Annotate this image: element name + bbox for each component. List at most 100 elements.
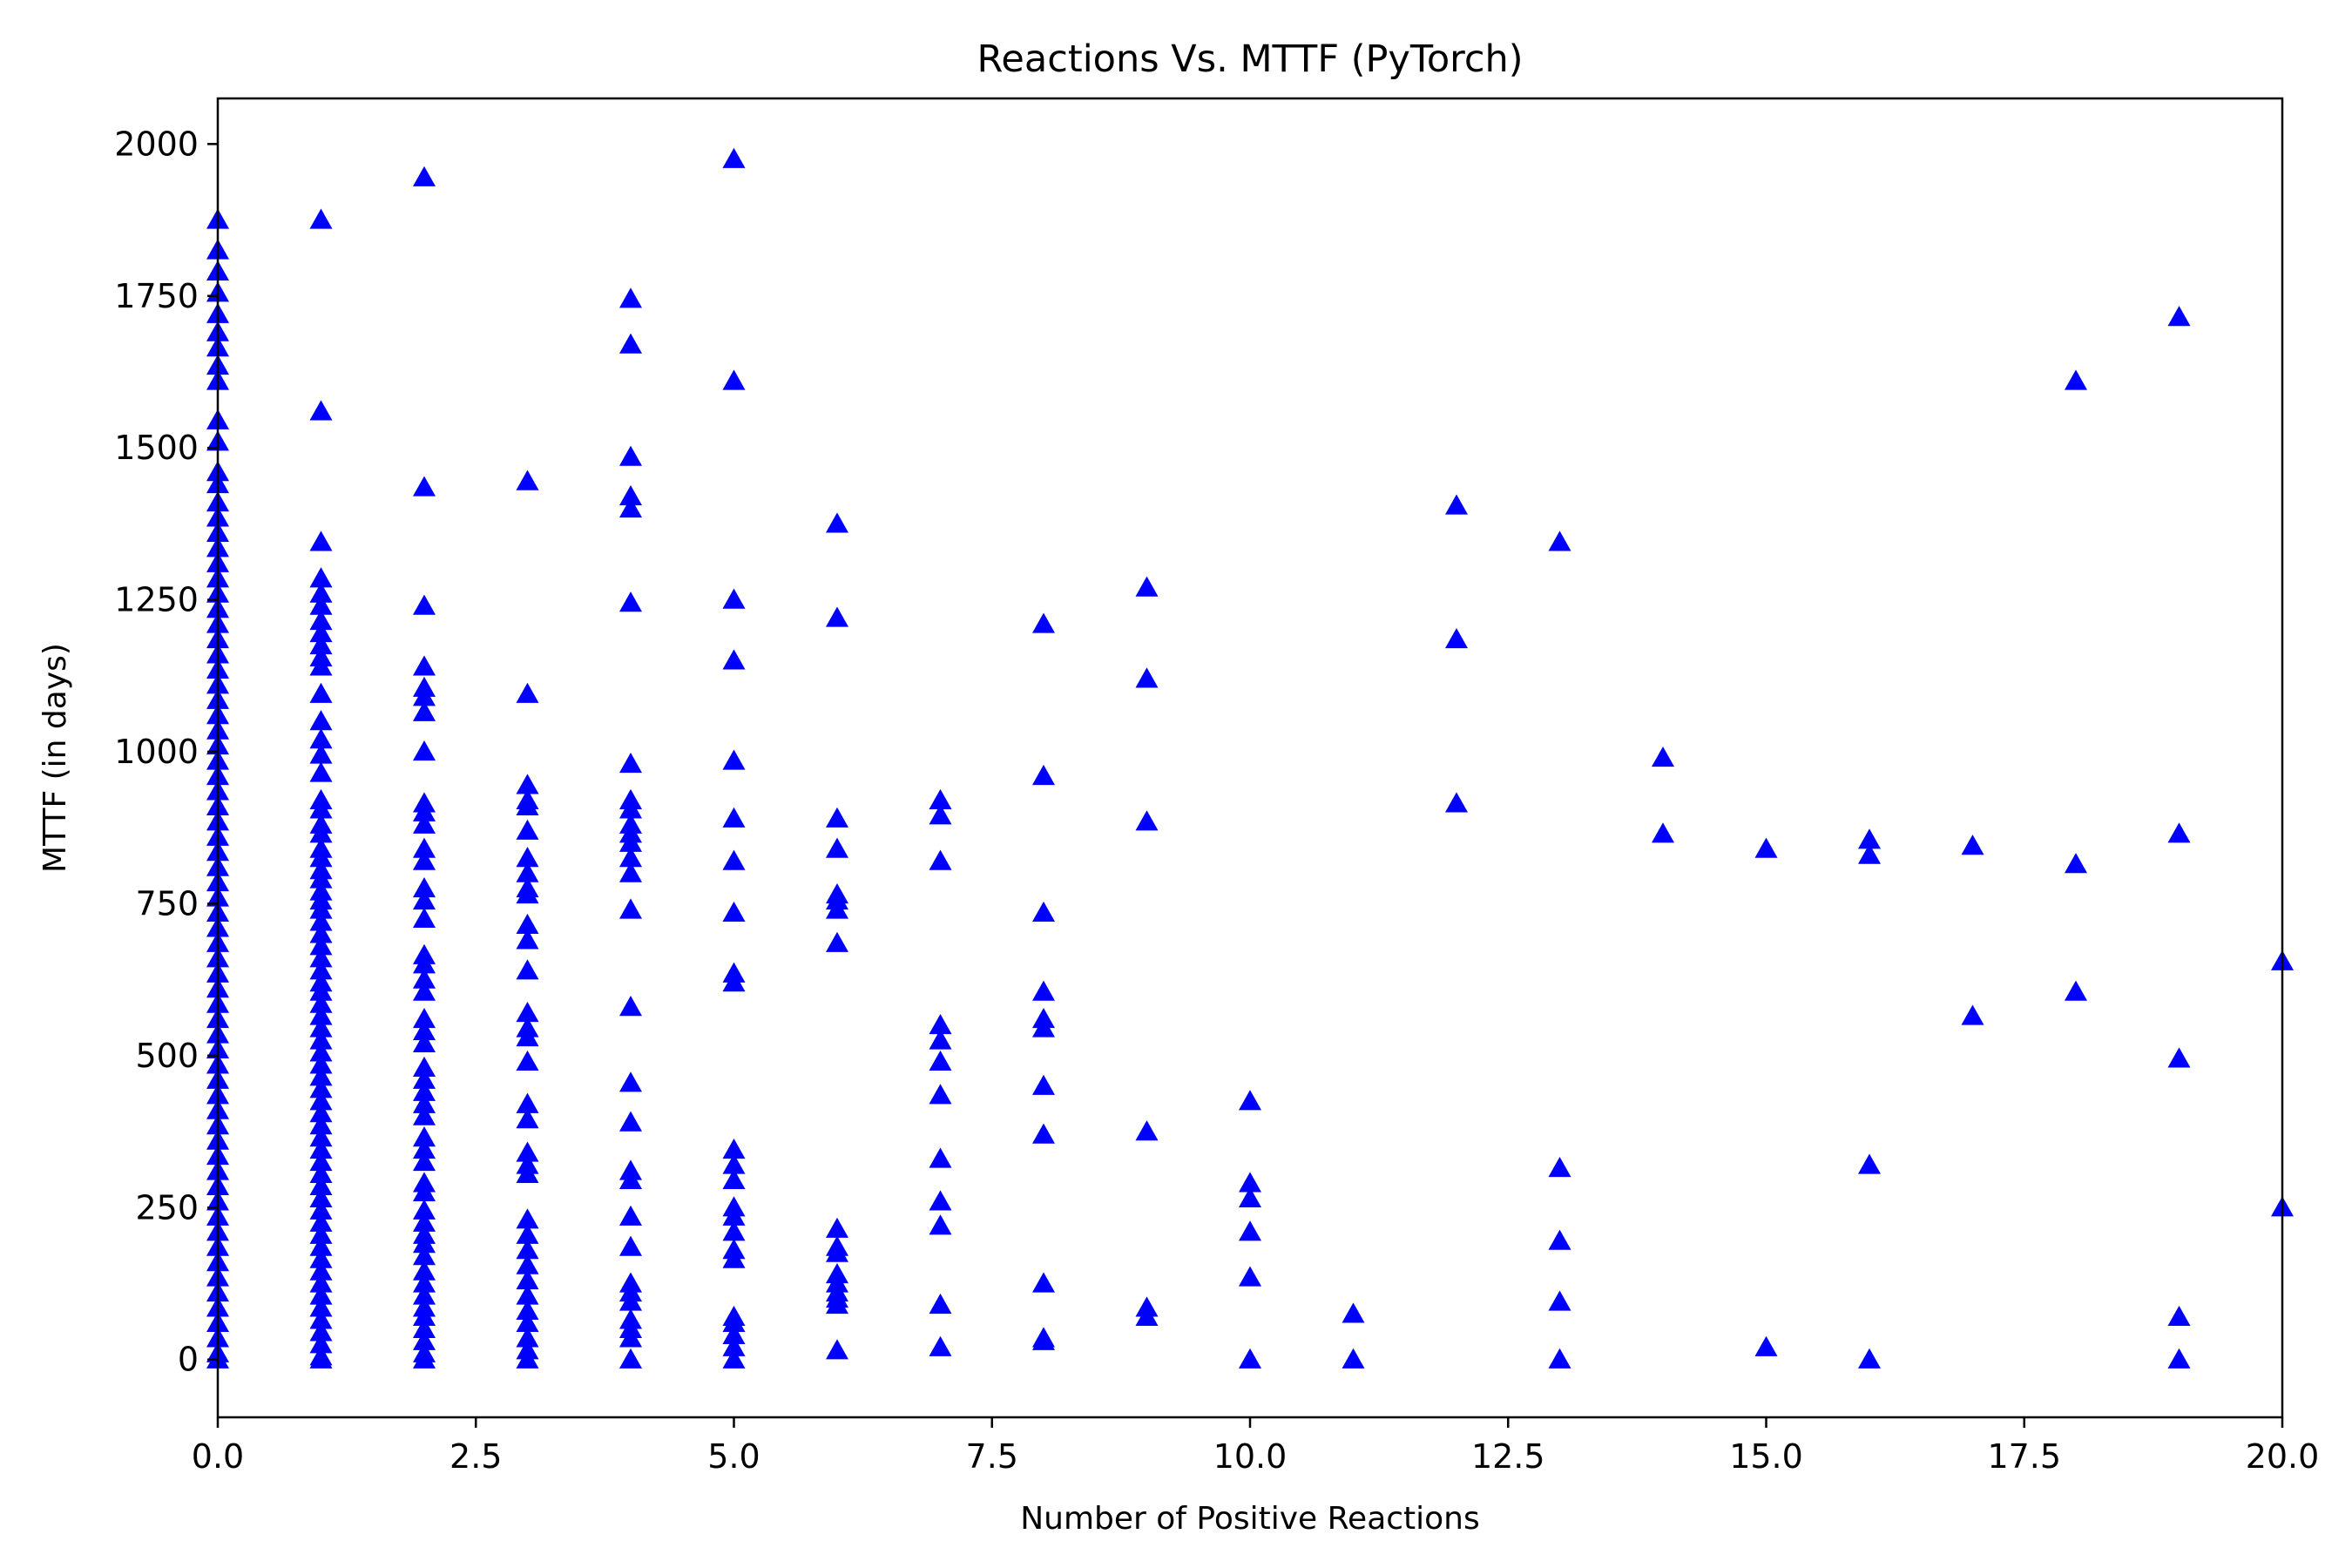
- data-point: [1342, 1348, 1365, 1369]
- data-point: [309, 208, 333, 229]
- data-point: [619, 898, 642, 919]
- data-point: [413, 907, 436, 929]
- data-point: [826, 1241, 848, 1262]
- data-point: [309, 633, 333, 655]
- data-point: [1135, 810, 1159, 831]
- data-point: [1548, 1156, 1571, 1178]
- data-point: [1135, 576, 1159, 597]
- data-point: [309, 610, 333, 631]
- data-point: [722, 1205, 746, 1226]
- data-point: [619, 591, 642, 612]
- x-tick-label: 5.0: [707, 1437, 760, 1476]
- data-point: [1548, 1290, 1571, 1311]
- data-point: [929, 1147, 952, 1168]
- data-point: [516, 1025, 539, 1047]
- data-point: [309, 1333, 333, 1354]
- data-point: [516, 1284, 539, 1305]
- data-point: [309, 1041, 333, 1062]
- data-point: [309, 935, 333, 956]
- data-point: [309, 959, 333, 980]
- data-point: [413, 837, 436, 858]
- data-point: [929, 1190, 952, 1211]
- data-point: [413, 476, 436, 497]
- data-point: [619, 484, 642, 506]
- data-point: [309, 728, 333, 749]
- y-tick-label: 1000: [114, 733, 199, 771]
- data-point: [516, 1299, 539, 1321]
- data-point: [929, 1335, 952, 1356]
- data-point: [309, 898, 333, 919]
- x-axis-ticks: 0.0 2.5 5.0 7.5 10.0 12.5 15.0 17.5 20.0: [192, 1417, 2319, 1476]
- data-point: [309, 868, 333, 889]
- data-point: [413, 1260, 436, 1281]
- data-point: [309, 1114, 333, 1135]
- data-point: [309, 1296, 333, 1317]
- x-tick-label: 2.5: [449, 1437, 502, 1476]
- data-point: [309, 1174, 333, 1196]
- data-point: [516, 1002, 539, 1023]
- data-point: [309, 947, 333, 968]
- data-point: [619, 1111, 642, 1132]
- data-point: [2167, 1348, 2191, 1369]
- data-point: [722, 749, 746, 770]
- data-point: [2065, 853, 2087, 874]
- data-point: [1858, 1348, 1881, 1369]
- data-point: [309, 1223, 333, 1244]
- data-point: [516, 1050, 539, 1071]
- data-point: [1135, 667, 1159, 688]
- data-point: [722, 1323, 746, 1344]
- data-point: [2167, 1047, 2191, 1068]
- data-point: [1032, 1074, 1055, 1095]
- data-point: [309, 1065, 333, 1086]
- data-point: [1239, 1220, 1261, 1241]
- data-point: [619, 1290, 642, 1311]
- data-point: [1858, 828, 1881, 849]
- data-point: [413, 953, 436, 974]
- data-point: [1239, 1348, 1261, 1369]
- data-point: [2167, 306, 2191, 327]
- data-point: [309, 1247, 333, 1268]
- data-point: [413, 1233, 436, 1254]
- data-point: [1652, 747, 1674, 767]
- data-point: [1135, 1120, 1159, 1141]
- data-point: [1548, 1348, 1571, 1369]
- data-point: [309, 1139, 333, 1159]
- data-point: [413, 813, 436, 834]
- data-point: [929, 1084, 952, 1105]
- data-points: [206, 147, 2294, 1369]
- x-axis-label: Number of Positive Reactions: [1020, 1501, 1480, 1537]
- data-point: [413, 655, 436, 676]
- data-point: [309, 1211, 333, 1232]
- data-point: [413, 1305, 436, 1327]
- data-point: [619, 831, 642, 852]
- data-point: [309, 1017, 333, 1037]
- data-point: [413, 1126, 436, 1147]
- data-point: [1032, 612, 1055, 633]
- data-point: [722, 1335, 746, 1356]
- data-point: [516, 1092, 539, 1113]
- data-point: [826, 837, 848, 858]
- data-point: [516, 1239, 539, 1260]
- data-point: [413, 1105, 436, 1125]
- data-point: [516, 470, 539, 490]
- data-point: [722, 971, 746, 992]
- data-point: [413, 1068, 436, 1089]
- data-point: [1342, 1302, 1365, 1323]
- data-point: [413, 1092, 436, 1113]
- data-point: [413, 740, 436, 761]
- data-point: [1239, 1090, 1261, 1111]
- data-point: [309, 761, 333, 782]
- data-point: [309, 1162, 333, 1184]
- data-point: [516, 1311, 539, 1332]
- data-point: [619, 1235, 642, 1256]
- data-point: [413, 1056, 436, 1077]
- data-point: [1445, 792, 1468, 813]
- data-point: [309, 621, 333, 643]
- data-point: [1652, 822, 1674, 843]
- data-point: [1032, 901, 1055, 923]
- data-point: [413, 1199, 436, 1220]
- data-point: [309, 655, 333, 676]
- data-point: [413, 1008, 436, 1029]
- data-point: [309, 1004, 333, 1025]
- data-point: [309, 531, 333, 551]
